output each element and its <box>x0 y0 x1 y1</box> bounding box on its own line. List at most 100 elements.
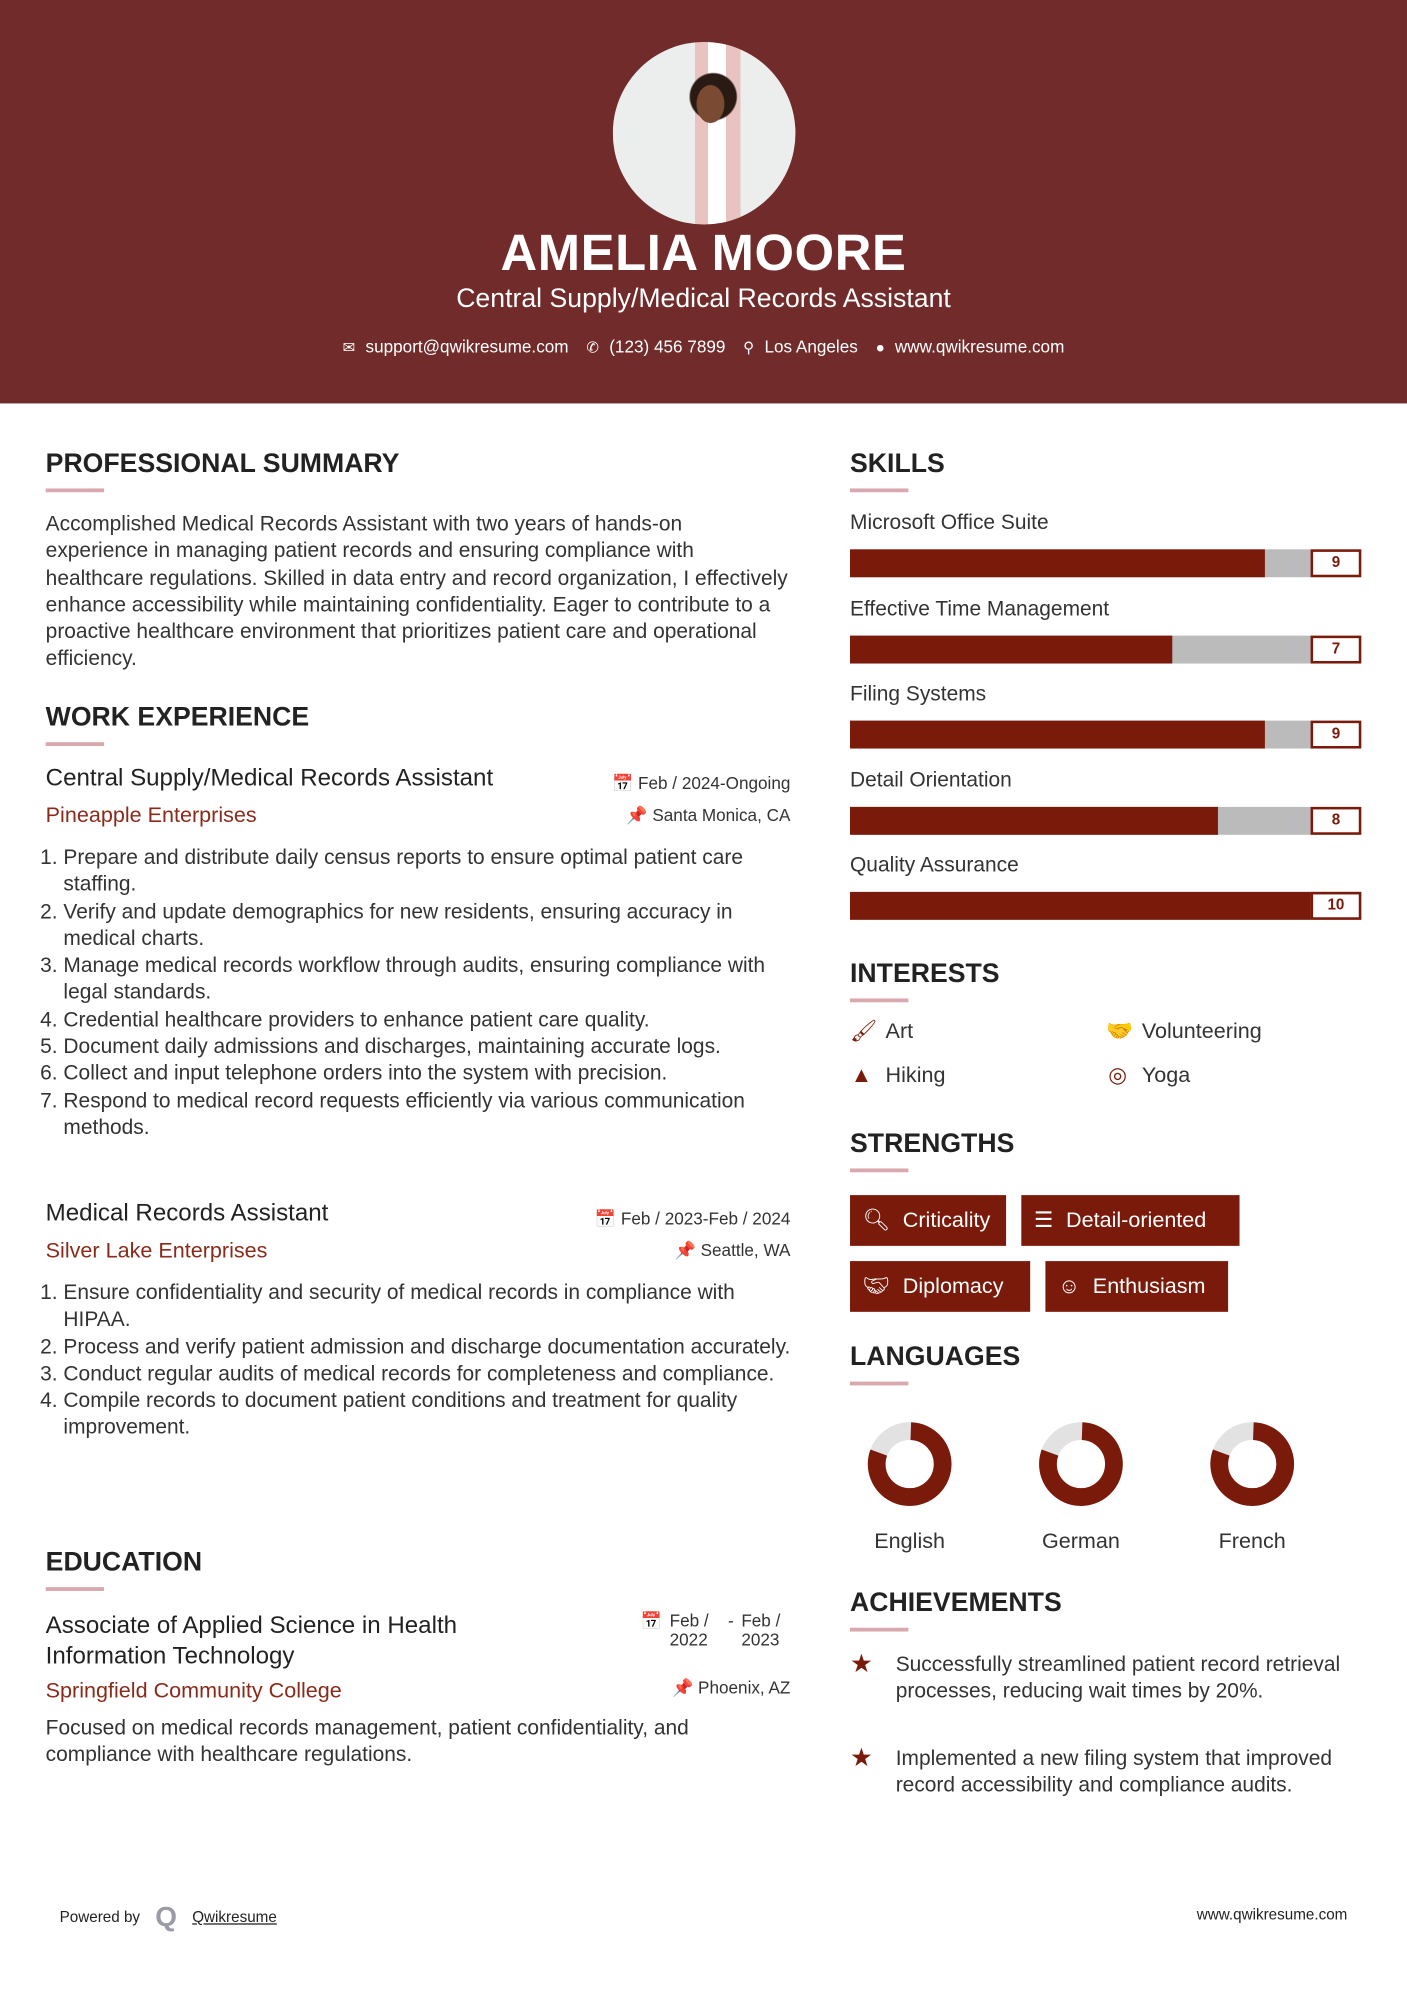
school: Springfield Community College <box>45 1678 342 1703</box>
skill-label: Effective Time Management <box>850 596 1110 620</box>
degree: Associate of Applied Science in Health I… <box>45 1612 458 1670</box>
language-name: German <box>1041 1528 1120 1553</box>
language-name: English <box>874 1528 946 1553</box>
pushpin-icon: 📌 <box>671 1678 699 1698</box>
candidate-title: Central Supply/Medical Records Assistant <box>456 284 951 314</box>
handshake-icon: 🤝︎ <box>862 1273 891 1298</box>
education-date: 📅 Feb / 2022- Feb / 2023 <box>640 1611 781 1650</box>
language-donut-fill <box>1039 1422 1123 1506</box>
interest-volunteering: 🤝 Volunteering <box>1106 1018 1262 1043</box>
contact-phone: ✆ (123) 456 7899 <box>586 337 726 357</box>
calendar-icon: 📅 <box>611 773 639 793</box>
summary-heading: PROFESSIONAL SUMMARY <box>45 449 400 493</box>
strength-diplomacy: 🤝︎ Diplomacy <box>850 1261 1031 1312</box>
envelope-icon: ✉ <box>342 338 356 357</box>
skill-bar-fill <box>850 806 1219 835</box>
profile-photo <box>612 41 796 225</box>
job-bullet: Ensure confidentiality and security of m… <box>63 1280 794 1334</box>
skill-label: Quality Assurance <box>850 853 1019 877</box>
lifebuoy-icon: ◎ <box>1108 1063 1128 1088</box>
language-name: French <box>1218 1528 1286 1553</box>
job-bullet: Prepare and distribute daily census repo… <box>63 845 794 899</box>
job-bullet: Process and verify patient admission and… <box>63 1334 794 1361</box>
skill-label: Detail Orientation <box>850 768 1012 792</box>
job-bullet: Compile records to document patient cond… <box>63 1388 794 1442</box>
summary-text: Accomplished Medical Records Assistant w… <box>45 512 788 671</box>
tree-icon: ▲ <box>850 1063 873 1088</box>
languages-heading: LANGUAGES <box>850 1342 1021 1386</box>
strength-criticality: 🔍︎ Criticality <box>850 1195 1007 1246</box>
qwikresume-logo-icon: Q <box>155 1900 177 1933</box>
job-bullet: Manage medical records workflow through … <box>63 953 794 1007</box>
skill-level: 10 <box>1310 891 1362 920</box>
star-icon: ★ <box>850 1744 873 1773</box>
experience-heading: WORK EXPERIENCE <box>45 702 310 746</box>
achievement-item: ★ Successfully streamlined patient record… <box>850 1650 1357 1706</box>
job-company: Pineapple Enterprises <box>45 803 257 828</box>
education-text: Focused on medical records management, p… <box>45 1716 689 1767</box>
job-location: 📌 Santa Monica, CA <box>626 805 791 825</box>
job-bullets: Ensure confidentiality and security of m… <box>46 1280 795 1442</box>
achievement-item: ★ Implemented a new filing system that im… <box>850 1744 1357 1800</box>
job-bullet: Verify and update demographics for new r… <box>63 899 794 953</box>
skill-bar: 10 <box>850 891 1362 920</box>
job-bullet: Conduct regular audits of medical record… <box>63 1361 794 1388</box>
calendar-icon: 📅 <box>640 1611 663 1631</box>
skill-bar: 7 <box>850 634 1362 663</box>
contact-location: ⚲ Los Angeles <box>743 337 858 357</box>
map-marker-icon: ⚲ <box>743 338 755 357</box>
strength-detail-oriented: ☰ Detail-oriented <box>1021 1195 1240 1246</box>
job-bullet: Respond to medical record requests effic… <box>63 1088 794 1142</box>
paintbrush-icon: 🖌 <box>850 1018 878 1043</box>
phone-icon: ✆ <box>586 338 600 357</box>
education-heading: EDUCATION <box>45 1547 203 1591</box>
interests-heading: INTERESTS <box>850 959 1000 1003</box>
job-bullets: Prepare and distribute daily census repo… <box>46 845 795 1142</box>
job-company: Silver Lake Enterprises <box>45 1238 268 1263</box>
contact-email[interactable]: ✉ support@qwikresume.com <box>342 337 569 357</box>
job-title: Central Supply/Medical Records Assistant <box>45 765 494 792</box>
skill-label: Filing Systems <box>850 682 987 706</box>
star-icon: ★ <box>850 1650 873 1679</box>
footer-powered: Powered by Q Qwikresume <box>59 1900 277 1933</box>
skill-bar: 9 <box>850 549 1362 578</box>
education-location: 📌 Phoenix, AZ <box>671 1678 791 1698</box>
globe-icon: ● <box>875 338 885 357</box>
pushpin-icon: 📌 <box>626 805 653 825</box>
job-date: 📅 Feb / 2024-Ongoing <box>611 773 791 793</box>
interest-art: 🖌 Art <box>850 1018 914 1043</box>
pushpin-icon: 📌 <box>674 1240 701 1260</box>
handshake-icon: 🤝 <box>1106 1018 1134 1043</box>
contact-website[interactable]: ● www.qwikresume.com <box>875 337 1065 357</box>
language-donut-fill <box>867 1422 952 1506</box>
strengths-heading: STRENGTHS <box>850 1129 1015 1173</box>
skill-level: 8 <box>1310 806 1362 835</box>
language-donut <box>867 1422 952 1506</box>
smile-icon: ☺ <box>1058 1273 1081 1298</box>
skill-level: 9 <box>1310 549 1362 578</box>
job-bullet: Collect and input telephone orders into … <box>63 1061 794 1088</box>
footer-website[interactable]: www.qwikresume.com <box>1196 1905 1348 1924</box>
strength-enthusiasm: ☺ Enthusiasm <box>1045 1261 1229 1312</box>
job-bullet: Document daily admissions and discharges… <box>63 1034 794 1061</box>
skill-level: 7 <box>1310 634 1362 663</box>
job-bullet: Credential healthcare providers to enhan… <box>63 1007 794 1034</box>
language-donut <box>1210 1422 1295 1506</box>
list-icon: ☰ <box>1033 1207 1054 1232</box>
language-item: French <box>1195 1418 1309 1554</box>
candidate-name: AMELIA MOORE <box>500 225 907 282</box>
achievements-heading: ACHIEVEMENTS <box>850 1588 1062 1632</box>
job-location: 📌 Seattle, WA <box>674 1240 791 1260</box>
language-item: German <box>1024 1418 1138 1554</box>
job-title: Medical Records Assistant <box>45 1200 329 1227</box>
header: AMELIA MOORE Central Supply/Medical Reco… <box>0 0 1407 404</box>
interest-yoga: ◎ Yoga <box>1106 1063 1190 1088</box>
language-item: English <box>853 1418 967 1554</box>
skill-bar: 9 <box>850 720 1362 749</box>
skill-bar-fill <box>850 634 1173 663</box>
qwikresume-link[interactable]: Qwikresume <box>192 1908 277 1926</box>
language-donut <box>1039 1422 1123 1506</box>
skill-bar-fill <box>850 549 1265 578</box>
interest-hiking: ▲ Hiking <box>850 1063 946 1088</box>
contact-bar: ✉ support@qwikresume.com ✆ (123) 456 7899 … <box>0 337 1407 356</box>
